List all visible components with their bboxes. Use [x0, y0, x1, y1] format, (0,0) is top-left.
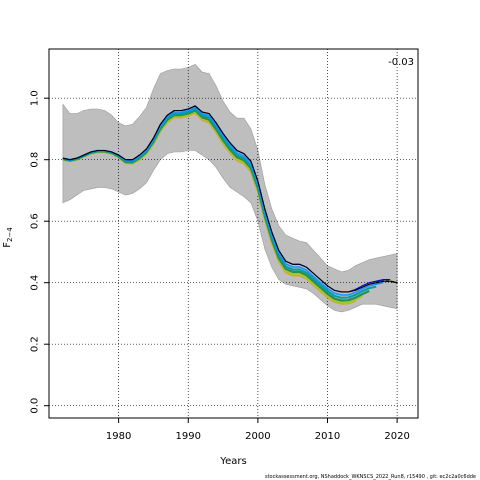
confidence-band-layer — [62, 64, 398, 313]
confidence-band — [62, 64, 398, 313]
x-tick-label: 2000 — [245, 431, 270, 442]
grid-layer — [49, 49, 418, 418]
tick-layer: 1980 1990 2000 2010 2020 0.0 0.2 0.4 0.6 0.8 1.0 — [30, 90, 410, 442]
x-tick-label: 2020 — [384, 431, 409, 442]
y-tick-label: 0.0 — [30, 398, 41, 414]
x-tick-label: 1980 — [106, 431, 131, 442]
y-tick-label: 0.4 — [30, 275, 41, 291]
y-axis-title: F2−4 — [2, 227, 14, 248]
x-axis-title: Years — [219, 456, 246, 467]
series-layer — [62, 105, 398, 305]
y-tick-label: 0.8 — [30, 152, 41, 168]
estimate-tail-dashed — [376, 280, 398, 284]
x-tick-label: 2010 — [315, 431, 340, 442]
y-tick-label: 1.0 — [30, 90, 41, 106]
plot-frame — [48, 48, 419, 419]
estimate-line — [62, 105, 398, 293]
y-axis-title-sub: 2−4 — [6, 227, 14, 242]
footer-credit: stockassessment.org, NShaddock_WKNSCS_20… — [265, 474, 476, 480]
y-axis-title-main: F — [2, 242, 13, 248]
y-tick-label: 0.6 — [30, 213, 41, 229]
x-tick-label: 1990 — [176, 431, 201, 442]
y-tick-label: 0.2 — [30, 336, 41, 352]
annotation-label: -0.03 — [388, 57, 414, 68]
